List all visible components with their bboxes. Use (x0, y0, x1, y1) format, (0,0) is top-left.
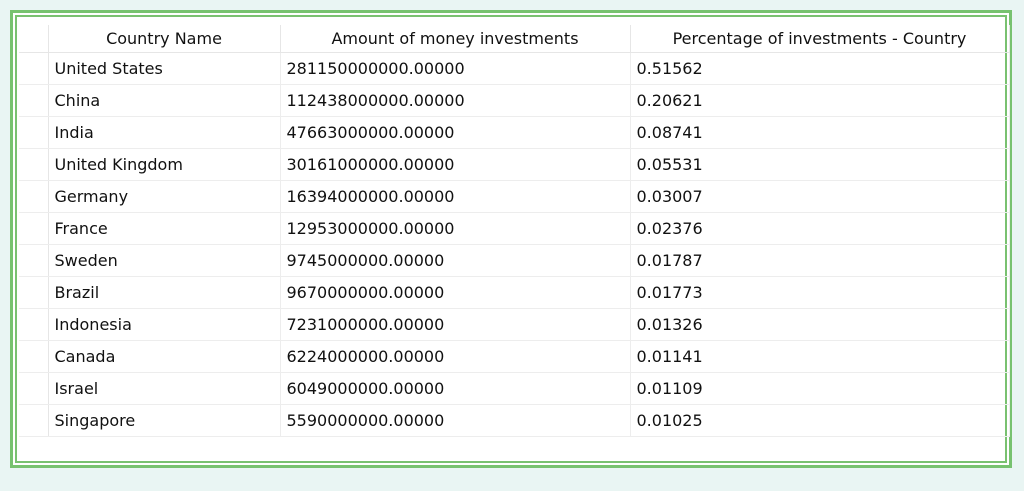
country-name-cell[interactable]: India (48, 116, 281, 149)
row-header-cell[interactable] (19, 308, 49, 341)
table-row[interactable]: United Kingdom 30161000000.00000 0.05531 (19, 148, 1010, 181)
country-name-cell[interactable]: Canada (48, 340, 281, 373)
country-name-cell[interactable]: Indonesia (48, 308, 281, 341)
row-header-cell[interactable] (19, 340, 49, 373)
percentage-cell[interactable]: 0.03007 (630, 180, 1010, 213)
table-row[interactable]: Singapore 5590000000.00000 0.01025 (19, 404, 1010, 437)
column-header-country-name[interactable]: Country Name (48, 25, 281, 53)
data-grid-container: Country Name Amount of money investments… (15, 15, 1010, 463)
country-name-cell[interactable]: Israel (48, 372, 281, 405)
percentage-cell[interactable]: 0.08741 (630, 116, 1010, 149)
country-name-cell[interactable]: Germany (48, 180, 281, 213)
row-header-cell[interactable] (19, 372, 49, 405)
percentage-cell[interactable]: 0.01787 (630, 244, 1010, 277)
percentage-cell[interactable]: 0.02376 (630, 212, 1010, 245)
table-row[interactable]: Indonesia 7231000000.00000 0.01326 (19, 308, 1010, 341)
table-row[interactable]: Sweden 9745000000.00000 0.01787 (19, 244, 1010, 277)
amount-cell[interactable]: 6049000000.00000 (280, 372, 631, 405)
table-row[interactable]: India 47663000000.00000 0.08741 (19, 116, 1010, 149)
table-row[interactable]: France 12953000000.00000 0.02376 (19, 212, 1010, 245)
amount-cell[interactable]: 9670000000.00000 (280, 276, 631, 309)
country-name-cell[interactable]: Brazil (48, 276, 281, 309)
table-row[interactable]: Canada 6224000000.00000 0.01141 (19, 340, 1010, 373)
row-header-cell[interactable] (19, 276, 49, 309)
row-header-cell[interactable] (19, 148, 49, 181)
amount-cell[interactable]: 281150000000.00000 (280, 52, 631, 85)
table-row[interactable]: Germany 16394000000.00000 0.03007 (19, 180, 1010, 213)
country-name-cell[interactable]: China (48, 84, 281, 117)
percentage-cell[interactable]: 0.01326 (630, 308, 1010, 341)
row-header-cell[interactable] (19, 404, 49, 437)
row-header-corner[interactable] (19, 25, 49, 53)
table-row[interactable]: Brazil 9670000000.00000 0.01773 (19, 276, 1010, 309)
percentage-cell[interactable]: 0.01141 (630, 340, 1010, 373)
percentage-cell[interactable]: 0.05531 (630, 148, 1010, 181)
table-row[interactable]: United States 281150000000.00000 0.51562 (19, 52, 1010, 85)
amount-cell[interactable]: 47663000000.00000 (280, 116, 631, 149)
table-header-row: Country Name Amount of money investments… (19, 25, 1010, 53)
row-header-cell[interactable] (19, 52, 49, 85)
percentage-cell[interactable]: 0.01025 (630, 404, 1010, 437)
amount-cell[interactable]: 16394000000.00000 (280, 180, 631, 213)
amount-cell[interactable]: 12953000000.00000 (280, 212, 631, 245)
country-name-cell[interactable]: France (48, 212, 281, 245)
amount-cell[interactable]: 112438000000.00000 (280, 84, 631, 117)
amount-cell[interactable]: 6224000000.00000 (280, 340, 631, 373)
data-grid-frame: Country Name Amount of money investments… (10, 10, 1012, 468)
country-name-cell[interactable]: United Kingdom (48, 148, 281, 181)
percentage-cell[interactable]: 0.01109 (630, 372, 1010, 405)
investment-table: Country Name Amount of money investments… (19, 25, 1010, 437)
amount-cell[interactable]: 5590000000.00000 (280, 404, 631, 437)
column-header-amount[interactable]: Amount of money investments (280, 25, 631, 53)
country-name-cell[interactable]: Singapore (48, 404, 281, 437)
row-header-cell[interactable] (19, 84, 49, 117)
amount-cell[interactable]: 7231000000.00000 (280, 308, 631, 341)
percentage-cell[interactable]: 0.20621 (630, 84, 1010, 117)
amount-cell[interactable]: 9745000000.00000 (280, 244, 631, 277)
row-header-cell[interactable] (19, 180, 49, 213)
table-row[interactable]: China 112438000000.00000 0.20621 (19, 84, 1010, 117)
row-header-cell[interactable] (19, 116, 49, 149)
country-name-cell[interactable]: Sweden (48, 244, 281, 277)
amount-cell[interactable]: 30161000000.00000 (280, 148, 631, 181)
table-row[interactable]: Israel 6049000000.00000 0.01109 (19, 372, 1010, 405)
row-header-cell[interactable] (19, 244, 49, 277)
row-header-cell[interactable] (19, 212, 49, 245)
percentage-cell[interactable]: 0.51562 (630, 52, 1010, 85)
column-header-percentage[interactable]: Percentage of investments - Country (630, 25, 1010, 53)
country-name-cell[interactable]: United States (48, 52, 281, 85)
percentage-cell[interactable]: 0.01773 (630, 276, 1010, 309)
